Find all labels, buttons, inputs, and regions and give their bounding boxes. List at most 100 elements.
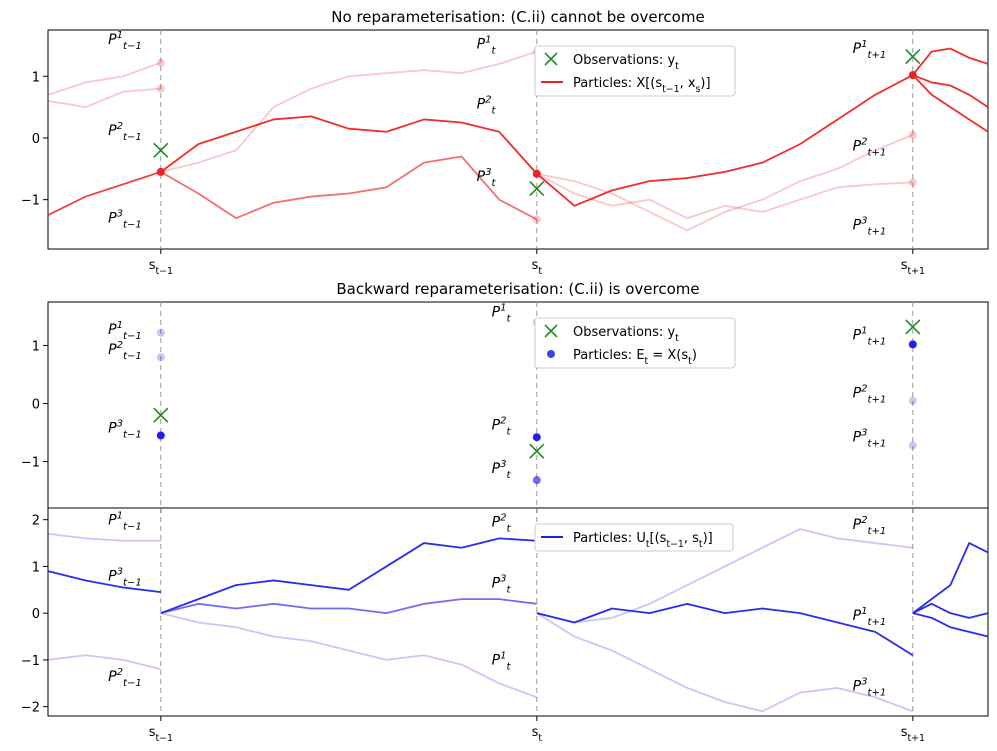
- label-part: P: [853, 217, 862, 233]
- particle-label: P1t−1: [108, 30, 142, 52]
- label-part: P: [492, 515, 501, 531]
- particle-label: P3t+1: [853, 215, 887, 237]
- observation-marker: [905, 319, 921, 335]
- particle-path: [912, 612, 989, 638]
- particle-point: [908, 340, 917, 349]
- y-tick-label: 1: [32, 560, 40, 575]
- particle-label: P1t+1: [853, 606, 887, 628]
- label-part: t−1: [123, 41, 142, 52]
- label-part: 3: [500, 573, 506, 584]
- label-part: t: [645, 356, 649, 367]
- observation-marker: [153, 142, 169, 158]
- particle-path: [536, 612, 914, 713]
- label-part: s: [149, 258, 156, 273]
- particle-point: [908, 396, 917, 405]
- particle-label: P2t: [492, 416, 512, 438]
- particle-point: [156, 58, 165, 67]
- label-part: 2: [861, 515, 867, 526]
- label-part: P: [108, 421, 117, 437]
- particle-point: [908, 178, 917, 187]
- legend-box: [534, 523, 734, 552]
- label-part: 2: [861, 136, 867, 147]
- y-tick-label: −1: [21, 194, 40, 209]
- y-tick-label: 1: [32, 70, 40, 85]
- particle-path: [47, 532, 161, 542]
- particle-path: [47, 61, 162, 96]
- label-part: t+1: [868, 147, 887, 158]
- label-part: t: [507, 584, 512, 595]
- particle-label: P3t+1: [853, 427, 887, 449]
- label-part: P: [108, 669, 117, 685]
- label-part: s: [696, 84, 701, 95]
- y-tick-label: 0: [32, 398, 40, 413]
- observation-marker: [153, 407, 169, 423]
- particle-label: P1t: [477, 35, 497, 57]
- label-part: t−1: [662, 84, 679, 95]
- particle-label: P2t+1: [853, 384, 887, 406]
- legend-observation-icon: [544, 52, 558, 66]
- particle-path: [47, 654, 162, 671]
- label-part: Observations: y: [573, 325, 675, 340]
- label-part: t−1: [155, 733, 172, 744]
- x-tick-label: st+1: [901, 725, 925, 744]
- label-part: 2: [117, 667, 123, 678]
- particle-point: [908, 71, 917, 80]
- legend-dot-icon: [547, 350, 555, 358]
- label-part: t+1: [868, 395, 887, 406]
- label-part: t: [492, 46, 497, 57]
- legend-box: [534, 45, 736, 97]
- particle-label: P2t−1: [108, 667, 142, 689]
- label-part: s: [149, 725, 156, 740]
- label-part: [(s: [650, 531, 667, 546]
- label-part: s: [532, 258, 539, 273]
- label-part: 1: [500, 651, 506, 662]
- particle-path: [912, 74, 989, 108]
- particle-point: [156, 431, 165, 440]
- particle-label: P1t−1: [108, 510, 142, 532]
- label-part: = X(s: [648, 348, 688, 363]
- legend-label: Observations: yt: [573, 53, 679, 72]
- label-part: P: [492, 418, 501, 434]
- particle-point: [908, 130, 917, 139]
- particle-point: [532, 476, 541, 485]
- label-part: t−1: [666, 539, 683, 550]
- legend-label: Particles: X[(st−1, xs)]: [573, 76, 711, 95]
- y-tick-label: 0: [32, 607, 40, 622]
- label-part: P: [477, 37, 486, 53]
- label-part: t−1: [123, 351, 142, 362]
- legend-label: Particles: Et = X(st): [573, 348, 697, 367]
- label-part: , s: [684, 531, 699, 546]
- label-part: t: [646, 539, 650, 550]
- particle-label: P2t+1: [853, 136, 887, 158]
- y-tick-label: 0: [32, 132, 40, 147]
- label-part: 3: [861, 676, 867, 687]
- x-tick-label: st−1: [149, 725, 173, 744]
- label-part: 3: [861, 427, 867, 438]
- particle-point: [532, 169, 541, 178]
- particle-point: [156, 328, 165, 337]
- x-tick-label: st+1: [901, 258, 925, 277]
- legend-box: [534, 317, 736, 369]
- label-part: s: [532, 725, 539, 740]
- particle-path: [536, 74, 914, 207]
- label-part: 2: [485, 94, 491, 105]
- label-part: 2: [861, 384, 867, 395]
- label-part: P: [853, 328, 862, 344]
- label-part: P: [492, 575, 501, 591]
- particle-path: [536, 172, 913, 220]
- label-part: t+1: [868, 526, 887, 537]
- label-part: P: [492, 305, 501, 321]
- label-part: t: [507, 427, 512, 438]
- label-part: 1: [117, 30, 123, 41]
- label-part: t+1: [868, 50, 887, 61]
- label-part: P: [853, 517, 862, 533]
- particle-path: [160, 115, 538, 175]
- particle-point: [532, 433, 541, 442]
- particle-label: P2t−1: [108, 340, 142, 362]
- label-part: 1: [861, 39, 867, 50]
- particle-label: P2t+1: [853, 515, 887, 537]
- label-part: P: [492, 653, 501, 669]
- label-part: t: [507, 314, 512, 325]
- particle-path: [912, 47, 989, 76]
